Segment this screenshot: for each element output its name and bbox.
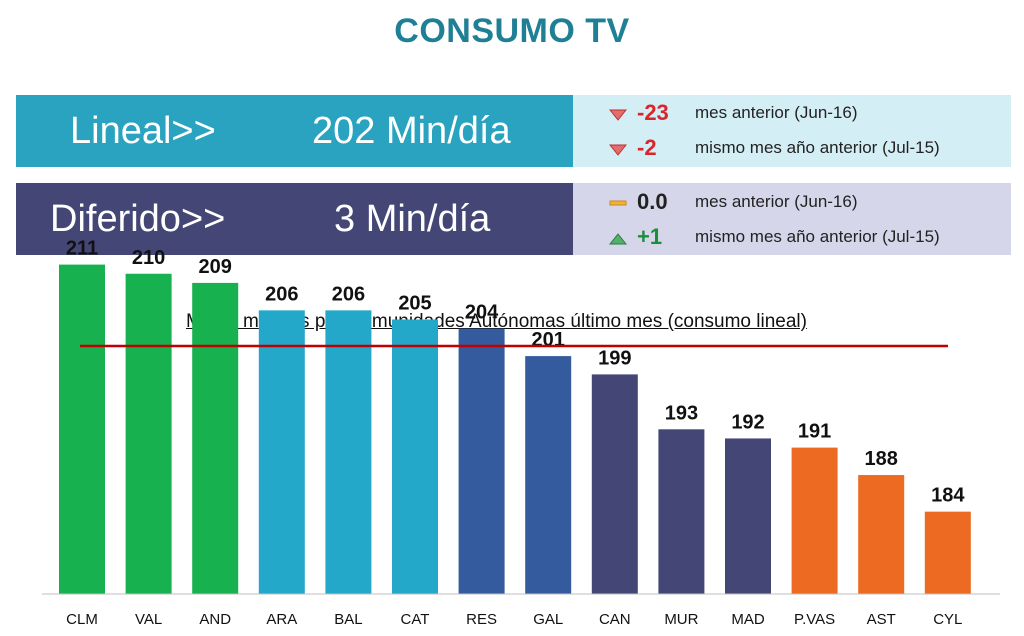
kpi-label: Lineal>> [70, 110, 216, 152]
x-tick-label: CLM [66, 611, 98, 628]
data-label: 205 [398, 293, 431, 315]
data-label: 210 [132, 247, 165, 269]
kpi-label: Diferido>> [50, 198, 226, 240]
delta-text: mismo mes año anterior (Jul-15) [695, 138, 940, 157]
x-tick-label: MUR [664, 611, 698, 628]
x-tick-label: P.VAS [794, 611, 835, 628]
x-tick-label: AND [199, 611, 231, 628]
delta-text: mes anterior (Jun-16) [695, 103, 858, 122]
bar [858, 475, 905, 594]
kpi-lineal: Lineal>> 202 Min/día -23 mes anterior (J… [16, 95, 1011, 167]
x-tick-label: AST [867, 611, 896, 628]
delta-value: -2 [637, 135, 657, 160]
x-tick-label: CAN [599, 611, 631, 628]
delta-row: -23 mes anterior (Jun-16) [573, 98, 1011, 130]
delta-text: mes anterior (Jun-16) [695, 192, 858, 211]
x-tick-label: VAL [135, 611, 162, 628]
data-label: 193 [665, 402, 698, 424]
delta-value: 0.0 [637, 189, 668, 214]
x-tick-label: MAD [731, 611, 765, 628]
x-tick-label: BAL [334, 611, 362, 628]
data-label: 209 [199, 256, 232, 278]
kpi-value: 3 Min/día [334, 198, 491, 240]
bar [725, 438, 771, 594]
delta-value: +1 [637, 224, 663, 249]
bar [924, 511, 971, 594]
data-label: 192 [731, 411, 764, 433]
data-label: 184 [931, 485, 965, 507]
triangle-up-icon [609, 233, 627, 245]
x-tick-label: CYL [933, 611, 962, 628]
x-tick-label: CAT [401, 611, 430, 628]
delta-row: 0.0 mes anterior (Jun-16) [573, 187, 1011, 219]
data-label: 199 [598, 347, 631, 369]
triangle-down-icon [609, 144, 627, 156]
x-tick-label: RES [466, 611, 497, 628]
delta-value: -23 [637, 100, 669, 125]
kpi-deltas-panel: -23 mes anterior (Jun-16) -2 mismo mes a… [573, 95, 1011, 167]
x-tick-label: ARA [266, 611, 297, 628]
bar [192, 282, 239, 594]
data-label: 206 [265, 283, 298, 305]
bar [791, 447, 838, 594]
bar [258, 310, 305, 594]
triangle-down-icon [609, 109, 627, 121]
kpi-main-panel: Diferido>> 3 Min/día [16, 183, 573, 255]
data-label: 211 [66, 238, 98, 260]
kpi-deltas-panel: 0.0 mes anterior (Jun-16) +1 mismo mes a… [573, 183, 1011, 255]
delta-text: mismo mes año anterior (Jul-15) [695, 227, 940, 246]
kpi-main-panel: Lineal>> 202 Min/día [16, 95, 573, 167]
data-label: 191 [798, 421, 831, 443]
data-label: 204 [465, 302, 499, 324]
bar [525, 356, 572, 594]
page-title: CONSUMO TV [394, 12, 630, 50]
kpi-value: 202 Min/día [312, 110, 511, 152]
bar [325, 310, 372, 594]
data-label: 201 [532, 329, 565, 351]
kpi-diferido: Diferido>> 3 Min/día 0.0 mes anterior (J… [16, 183, 1011, 255]
bar [458, 328, 505, 594]
bar [125, 273, 172, 594]
bar [591, 374, 638, 594]
delta-row: -2 mismo mes año anterior (Jul-15) [573, 133, 1011, 165]
bar [392, 319, 438, 594]
bar [59, 264, 105, 594]
data-label: 206 [332, 283, 365, 305]
data-label: 188 [865, 448, 898, 470]
delta-row: +1 mismo mes año anterior (Jul-15) [573, 222, 1011, 254]
bar [658, 429, 705, 594]
dash-icon [609, 200, 627, 206]
x-tick-label: GAL [533, 611, 563, 628]
